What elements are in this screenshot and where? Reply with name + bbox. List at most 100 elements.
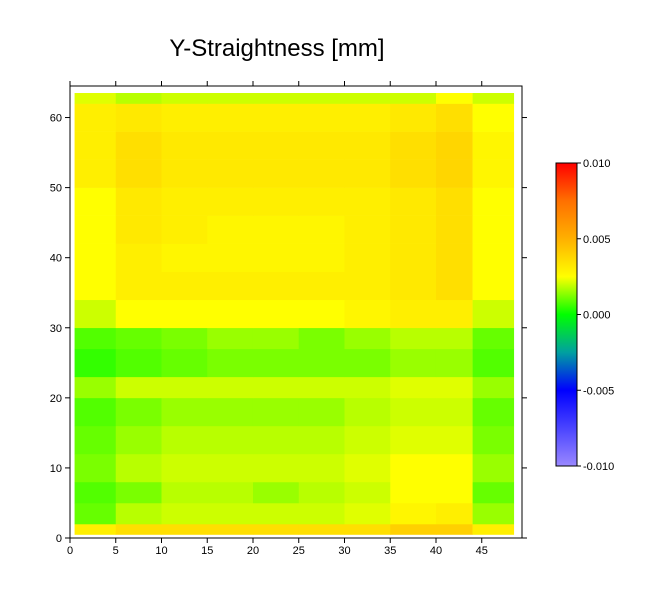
heat-cell [207,523,254,535]
heat-cell [252,187,300,216]
heat-cell [344,453,391,483]
heat-cell [252,327,300,350]
heat-cell [435,187,473,216]
heat-cell [298,215,345,244]
heat-cell [115,271,162,301]
heat-cell [207,131,254,160]
heat-cell [74,348,117,378]
heat-cell [161,299,208,329]
heat-cell [472,397,515,427]
heat-cell [435,299,473,329]
heat-cell [435,215,473,244]
heat-cell [435,481,473,504]
heat-cell [298,397,345,427]
heat-cell [115,376,162,399]
heat-cell [115,103,162,132]
heat-cell [298,271,345,301]
heat-cell [472,215,515,244]
x-tick-label: 45 [476,545,488,557]
heat-cell [207,376,254,399]
heat-cell [74,523,117,535]
heat-cell [161,453,208,483]
heat-cell [252,131,300,160]
heat-cell [74,453,117,483]
heat-cell [472,243,515,273]
heat-cell [435,243,473,273]
heat-cell [161,397,208,427]
heat-cell [74,159,117,188]
heat-cell [344,131,391,160]
heat-cell [74,299,117,329]
heat-cell [161,187,208,216]
heat-cell [344,159,391,188]
heat-cell [472,481,515,504]
heat-cell [115,348,162,378]
heat-cell [252,271,300,301]
heat-cell [298,187,345,216]
y-tick-label: 20 [50,393,62,405]
heat-cell [115,215,162,244]
y-tick-label: 50 [50,183,62,195]
heat-cell [472,159,515,188]
heat-cell [298,481,345,504]
heat-cell [207,187,254,216]
heat-cell [74,327,117,350]
heat-cell [298,93,345,104]
x-tick-label: 35 [384,545,396,557]
heat-cell [344,299,391,329]
y-tick-label: 40 [50,253,62,265]
heat-cell [74,187,117,216]
x-tick-label: 10 [155,545,167,557]
heat-cell [115,453,162,483]
heat-cell [390,348,437,378]
heat-cell [390,131,437,160]
heat-cell [161,243,208,273]
heat-cell [74,425,117,455]
heat-cell [472,502,515,525]
heat-cell [390,159,437,188]
heat-cell [298,327,345,350]
heat-cell [252,453,300,483]
heat-cell [435,397,473,427]
plot-frame [69,85,523,539]
heat-cell [390,187,437,216]
heat-cell [161,425,208,455]
chart-title: Y-Straightness [mm] [169,35,384,62]
heat-cell [115,243,162,273]
heat-cell [298,103,345,132]
heat-cell [298,425,345,455]
heat-cell [207,453,254,483]
heat-cell [344,187,391,216]
heat-cell [390,103,437,132]
heat-cell [207,271,254,301]
x-tick-label: 15 [201,545,213,557]
heat-cell [390,243,437,273]
heat-cell [344,481,391,504]
heat-cell [435,425,473,455]
heat-cell [252,425,300,455]
heat-cell [161,502,208,525]
heat-cell [74,397,117,427]
heat-cell [161,215,208,244]
heat-cell [298,376,345,399]
heat-cell [472,299,515,329]
x-tick-label: 30 [338,545,350,557]
heat-cell [252,103,300,132]
heat-cell [74,481,117,504]
heat-cell [252,243,300,273]
heat-cell [252,159,300,188]
heat-cell [344,103,391,132]
heat-cell [252,299,300,329]
heat-cell [252,376,300,399]
colorbar-tick-label: -0.005 [583,385,614,397]
colorbar-tick-label: 0.010 [583,158,611,170]
heat-cell [115,481,162,504]
heat-cell [115,425,162,455]
heat-cell [472,425,515,455]
heat-cell [344,523,391,535]
heat-cell [161,481,208,504]
colorbar-tick-label: 0.000 [583,310,611,322]
heat-cell [472,327,515,350]
